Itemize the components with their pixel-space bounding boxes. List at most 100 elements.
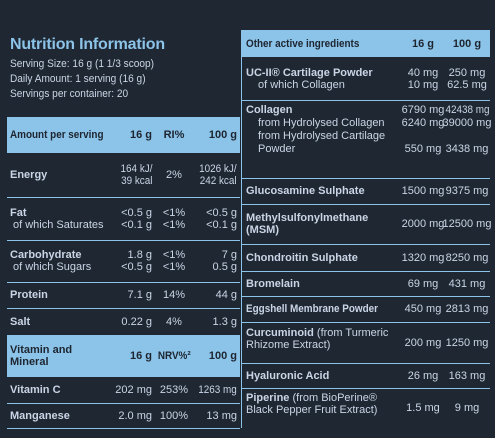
nutrition-panel: Nutrition Information Serving Size: 16 g… [7, 30, 240, 429]
row-protein: Protein 7.1 g 14% 44 g [7, 282, 240, 309]
energy-16g-kj: 164 kJ/ [120, 163, 152, 175]
piperine-label: Piperine [246, 392, 290, 404]
saturates-100g: <0.1 g [206, 218, 237, 231]
row-curcuminoid: Curcuminoid (from Turmeric Rhizome Extra… [241, 322, 490, 364]
bromelain-100g: 431 mg [448, 277, 486, 290]
carbohydrate-16g: 1.8 g [127, 249, 152, 261]
row-energy: Energy 164 kJ/ 39 kcal 2% 1026 kJ/ 242 k… [7, 153, 240, 198]
collagen-hydrolysed-16g: 6240 mg [401, 117, 445, 129]
salt-100g: 1.3 g [212, 315, 237, 328]
salt-16g: 0.22 g [121, 315, 152, 328]
manganese-label: Manganese [10, 409, 70, 422]
nutrition-title: Nutrition Information [10, 36, 165, 53]
bromelain-label: Bromelain [246, 277, 300, 290]
nutrition-header-row: Amount per serving 16 g RI% 100 g [7, 117, 240, 153]
piperine-16g: 1.5 mg [406, 402, 440, 414]
msm-16g: 2000 mg [401, 218, 445, 230]
collagen-hydrolysed-label: from Hydrolysed Collagen [258, 117, 385, 129]
daily-amount: Daily Amount: 1 serving (16 g) [10, 73, 146, 85]
vitamin-c-label: Vitamin C [10, 384, 61, 396]
header2-16g: 16 g [129, 350, 152, 362]
collagen-cartilage-16g: 550 mg [404, 143, 442, 155]
manganese-16g: 2.0 mg [118, 409, 152, 422]
curcuminoid-source: (from Turmeric Rhizome Extract) [246, 327, 389, 351]
row-msm: Methylsulfonylmethane (MSM) 2000 mg 1250… [241, 204, 491, 245]
servings-per-container: Servings per container: 20 [10, 88, 129, 100]
header-other-active-ingredients: Other active ingredients [246, 37, 360, 50]
header-amount-per-serving: Amount per serving [10, 129, 104, 141]
row-carbohydrate: Carbohydrate of which Sugars 1.8 g <0.5 … [7, 240, 240, 283]
salt-ri: 4% [166, 315, 182, 328]
row-fat: Fat of which Saturates <0.5 g <0.1 g <1%… [7, 197, 240, 241]
vitamin-c-100g: 1263 mg [198, 384, 237, 396]
ingredients-header-100g: 100 g [452, 37, 482, 50]
chondroitin-16g: 1320 mg [401, 251, 445, 264]
header-100g: 100 g [208, 129, 237, 141]
row-vitamin-c: Vitamin C 202 mg 253% 1263 mg [7, 377, 240, 404]
energy-ri: 2% [166, 169, 182, 181]
uc-ii-16g: 40 mg [407, 66, 439, 79]
row-piperine: Piperine (from BioPerine® Black Pepper F… [241, 388, 490, 428]
collagen-16g: 6790 mg [401, 104, 445, 116]
fat-ri: <1% [162, 206, 186, 219]
salt-label: Salt [10, 315, 31, 328]
uc-ii-label: UC-II® Cartilage Powder [246, 66, 373, 79]
ingredients-header-row: Other active ingredients 16 g 100 g [241, 30, 490, 57]
piperine-source: (from BioPerine® Black Pepper Fruit Extr… [246, 392, 378, 416]
sugars-ri: <1% [162, 261, 186, 273]
energy-16g-kcal: 39 kcal [120, 175, 152, 187]
header2-100g: 100 g [208, 350, 237, 362]
row-eggshell: Eggshell Membrane Powder 450 mg 2813 mg [241, 296, 490, 323]
glucosamine-100g: 9375 mg [445, 185, 489, 197]
row-uc-ii: UC-II® Cartilage Powder of which Collage… [241, 57, 490, 101]
protein-16g: 7.1 g [127, 289, 152, 301]
energy-100g-kcal: 242 kcal [200, 175, 237, 187]
vitamin-header-row: Vitamin and Mineral 16 g NRV%² 100 g [7, 335, 240, 377]
piperine-100g: 9 mg [454, 402, 480, 414]
panel-divider [241, 30, 242, 428]
glucosamine-16g: 1500 mg [401, 185, 445, 197]
collagen-hydrolysed-100g: 39000 mg [442, 117, 492, 129]
bromelain-16g: 69 mg [407, 277, 439, 290]
vitamin-c-nrv: 253% [159, 384, 189, 396]
row-salt: Salt 0.22 g 4% 1.3 g [7, 308, 240, 336]
header-ri: RI% [163, 129, 185, 141]
sugars-16g: <0.5 g [121, 261, 152, 273]
uc-ii-collagen-16g: 10 mg [407, 78, 439, 91]
uc-ii-collagen-label: of which Collagen [258, 78, 345, 91]
manganese-nrv: 100% [159, 409, 189, 422]
ingredients-header-16g: 16 g [411, 37, 434, 50]
row-glucosamine: Glucosamine Sulphate 1500 mg 9375 mg [241, 178, 490, 205]
header2-nrv: NRV%² [157, 350, 191, 362]
protein-label: Protein [10, 289, 48, 301]
collagen-cartilage-label: from Hydrolysed Cartilage Powder [258, 130, 386, 155]
carbohydrate-ri: <1% [162, 249, 186, 261]
hyaluronic-label: Hyaluronic Acid [246, 369, 330, 382]
manganese-100g: 13 mg [206, 409, 237, 422]
chondroitin-100g: 8250 mg [445, 251, 489, 264]
vitamin-c-16g: 202 mg [115, 384, 152, 396]
chondroitin-label: Chondroitin Sulphate [246, 251, 358, 264]
row-collagen: Collagen from Hydrolysed Collagen from H… [241, 100, 492, 179]
collagen-label: Collagen [246, 104, 293, 116]
collagen-cartilage-100g: 3438 mg [445, 143, 489, 155]
uc-ii-100g: 250 mg [448, 66, 486, 79]
energy-100g-kj: 1026 kJ/ [199, 163, 237, 175]
saturates-16g: <0.1 g [121, 218, 152, 231]
msm-label: Methylsulfonylmethane (MSM) [246, 212, 369, 236]
glucosamine-label: Glucosamine Sulphate [246, 185, 365, 197]
carbohydrate-100g: 7 g [221, 249, 237, 261]
row-bromelain: Bromelain 69 mg 431 mg [241, 271, 490, 297]
hyaluronic-100g: 163 mg [448, 369, 486, 382]
other-ingredients-panel: Other active ingredients 16 g 100 g UC-I… [241, 30, 492, 428]
curcuminoid-16g: 200 mg [404, 336, 442, 349]
uc-ii-collagen-100g: 62.5 mg [447, 78, 487, 91]
collagen-100g: 42438 mg [444, 104, 490, 116]
saturates-label: of which Saturates [13, 218, 104, 231]
serving-size: Serving Size: 16 g (1 1/3 scoop) [10, 58, 155, 70]
sugars-100g: 0.5 g [212, 261, 237, 273]
saturates-ri: <1% [162, 218, 186, 231]
protein-ri: 14% [162, 289, 186, 301]
header-vitamin-mineral: Vitamin and Mineral [10, 344, 73, 368]
row-chondroitin: Chondroitin Sulphate 1320 mg 8250 mg [241, 244, 490, 272]
